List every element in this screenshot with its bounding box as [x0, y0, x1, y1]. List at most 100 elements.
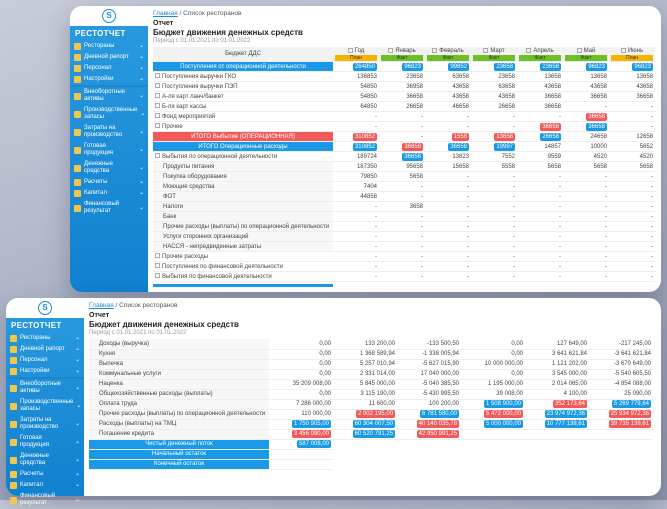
- chevron-down-icon[interactable]: ⌄: [138, 204, 144, 211]
- sidebar-item[interactable]: Денежные средства ⌄: [70, 159, 148, 177]
- chevron-down-icon[interactable]: ⌄: [74, 384, 80, 391]
- sidebar-item[interactable]: Рестораны ⌄: [70, 41, 148, 52]
- value-badge[interactable]: 36658: [402, 152, 423, 161]
- chevron-down-icon[interactable]: ⌄: [74, 346, 80, 352]
- value-badge[interactable]: 13658: [494, 132, 515, 141]
- month-column-header[interactable]: Год План: [333, 47, 379, 62]
- value-badge[interactable]: 10 777 138,61: [544, 420, 587, 428]
- expand-icon[interactable]: [155, 123, 160, 129]
- chevron-down-icon[interactable]: ⌄: [138, 43, 144, 49]
- sidebar-item[interactable]: Персонал ⌄: [70, 63, 148, 74]
- chevron-down-icon[interactable]: ⌄: [74, 420, 80, 427]
- value-badge[interactable]: 5 269 779,64: [611, 400, 651, 408]
- month-column-header[interactable]: Апрель Факт: [517, 47, 563, 62]
- value-badge[interactable]: 1 508 900,00: [483, 400, 523, 408]
- value-badge[interactable]: 23658: [494, 62, 515, 71]
- value-badge[interactable]: 587 008,00: [296, 440, 331, 448]
- chevron-down-icon[interactable]: ⌄: [140, 110, 146, 117]
- chevron-down-icon[interactable]: ⌄: [74, 368, 80, 374]
- value-badge[interactable]: 25 934 972,36: [608, 410, 651, 418]
- checkbox[interactable]: [347, 47, 353, 53]
- chevron-down-icon[interactable]: ⌄: [138, 164, 144, 171]
- chevron-down-icon[interactable]: ⌄: [74, 482, 80, 488]
- breadcrumb-home[interactable]: Главная: [153, 10, 178, 17]
- value-badge[interactable]: 23 974 972,36: [544, 410, 587, 418]
- sidebar-item[interactable]: Производственные запасы ⌄: [70, 105, 148, 123]
- value-badge[interactable]: 36658: [586, 122, 607, 131]
- value-badge[interactable]: 1 750 905,00: [291, 420, 331, 428]
- value-badge[interactable]: 96823: [632, 62, 653, 71]
- sidebar-item[interactable]: Капитал ⌄: [6, 480, 84, 491]
- value-badge[interactable]: 96823: [586, 62, 607, 71]
- expand-icon[interactable]: [155, 113, 160, 119]
- value-badge[interactable]: 36658: [402, 142, 423, 151]
- value-badge[interactable]: 36658: [448, 142, 469, 151]
- chevron-down-icon[interactable]: ⌄: [74, 335, 80, 341]
- value-badge[interactable]: 60 520 791,25: [352, 430, 395, 438]
- expand-icon[interactable]: [155, 253, 160, 259]
- sidebar-item[interactable]: Финансовый результат ⌄: [70, 199, 148, 217]
- sidebar-item[interactable]: Внеоборотные активы ⌄: [70, 87, 148, 105]
- sidebar-item[interactable]: Готовая продукция ⌄: [70, 141, 148, 159]
- sidebar-item[interactable]: Расчеты ⌄: [70, 177, 148, 188]
- chevron-down-icon[interactable]: ⌄: [138, 54, 144, 60]
- sidebar-item[interactable]: Внеоборотные активы ⌄: [6, 379, 84, 397]
- checkbox[interactable]: [576, 47, 582, 53]
- value-badge[interactable]: 36658: [586, 112, 607, 121]
- value-badge[interactable]: 42 950 991,25: [416, 430, 459, 438]
- chevron-down-icon[interactable]: ⌄: [138, 92, 144, 99]
- value-badge[interactable]: 2 002 195,00: [355, 410, 395, 418]
- breadcrumb-home[interactable]: Главная: [89, 302, 114, 309]
- chevron-down-icon[interactable]: ⌄: [138, 76, 144, 82]
- value-badge[interactable]: 40 140 035,78: [416, 420, 459, 428]
- checkbox[interactable]: [388, 47, 394, 53]
- month-column-header[interactable]: Февраль Факт: [425, 47, 471, 62]
- chevron-down-icon[interactable]: ⌄: [138, 65, 144, 71]
- expand-icon[interactable]: [155, 103, 160, 109]
- chevron-down-icon[interactable]: ⌄: [138, 179, 144, 185]
- sidebar-item[interactable]: Затраты на производство ⌄: [6, 415, 84, 433]
- chevron-down-icon[interactable]: ⌄: [74, 456, 80, 463]
- value-badge[interactable]: 60 304 007,50: [352, 420, 395, 428]
- expand-icon[interactable]: [155, 273, 160, 279]
- chevron-down-icon[interactable]: ⌄: [138, 128, 144, 135]
- value-badge[interactable]: 352 173,64: [552, 400, 587, 408]
- chevron-down-icon[interactable]: ⌄: [138, 146, 144, 153]
- checkbox[interactable]: [432, 47, 438, 53]
- sidebar-item[interactable]: Рестораны ⌄: [6, 333, 84, 344]
- expand-icon[interactable]: [155, 93, 160, 99]
- month-column-header[interactable]: Январь Факт: [379, 47, 425, 62]
- expand-icon[interactable]: [155, 153, 160, 159]
- checkbox[interactable]: [483, 47, 489, 53]
- value-badge[interactable]: 6 781 580,00: [419, 410, 459, 418]
- sidebar-item[interactable]: Финансовый результат ⌄: [6, 491, 84, 509]
- sidebar-item[interactable]: Дневной рапорт ⌄: [6, 344, 84, 355]
- sidebar-item[interactable]: Персонал ⌄: [6, 355, 84, 366]
- expand-icon[interactable]: [155, 263, 160, 269]
- month-column-header[interactable]: Март Факт: [471, 47, 517, 62]
- value-badge[interactable]: 3 456 090,00: [291, 430, 331, 438]
- value-badge[interactable]: 19997: [494, 142, 515, 151]
- chevron-down-icon[interactable]: ⌄: [74, 496, 80, 503]
- value-badge[interactable]: 23658: [540, 62, 561, 71]
- sidebar-item[interactable]: Капитал ⌄: [70, 188, 148, 199]
- chevron-down-icon[interactable]: ⌄: [74, 357, 80, 363]
- value-badge[interactable]: 5 000 000,00: [483, 420, 523, 428]
- chevron-down-icon[interactable]: ⌄: [74, 438, 80, 445]
- checkbox[interactable]: [620, 47, 626, 53]
- sidebar-item[interactable]: Производственные запасы ⌄: [6, 397, 84, 415]
- sidebar-item[interactable]: Расчеты ⌄: [6, 469, 84, 480]
- expand-icon[interactable]: [155, 73, 160, 79]
- scrollbar[interactable]: [153, 284, 333, 287]
- sidebar-item[interactable]: Настройки ⌄: [70, 74, 148, 85]
- month-column-header[interactable]: Июнь План: [609, 47, 655, 62]
- value-badge[interactable]: 310852: [352, 142, 377, 151]
- value-badge[interactable]: 99852: [448, 62, 469, 71]
- value-badge[interactable]: 39 735 138,61: [608, 420, 651, 428]
- value-badge[interactable]: 36658: [540, 122, 561, 131]
- chevron-down-icon[interactable]: ⌄: [76, 402, 82, 409]
- value-badge[interactable]: 96823: [402, 62, 423, 71]
- expand-icon[interactable]: [155, 83, 160, 89]
- checkbox[interactable]: [526, 47, 532, 53]
- sidebar-item[interactable]: Затраты на производство ⌄: [70, 123, 148, 141]
